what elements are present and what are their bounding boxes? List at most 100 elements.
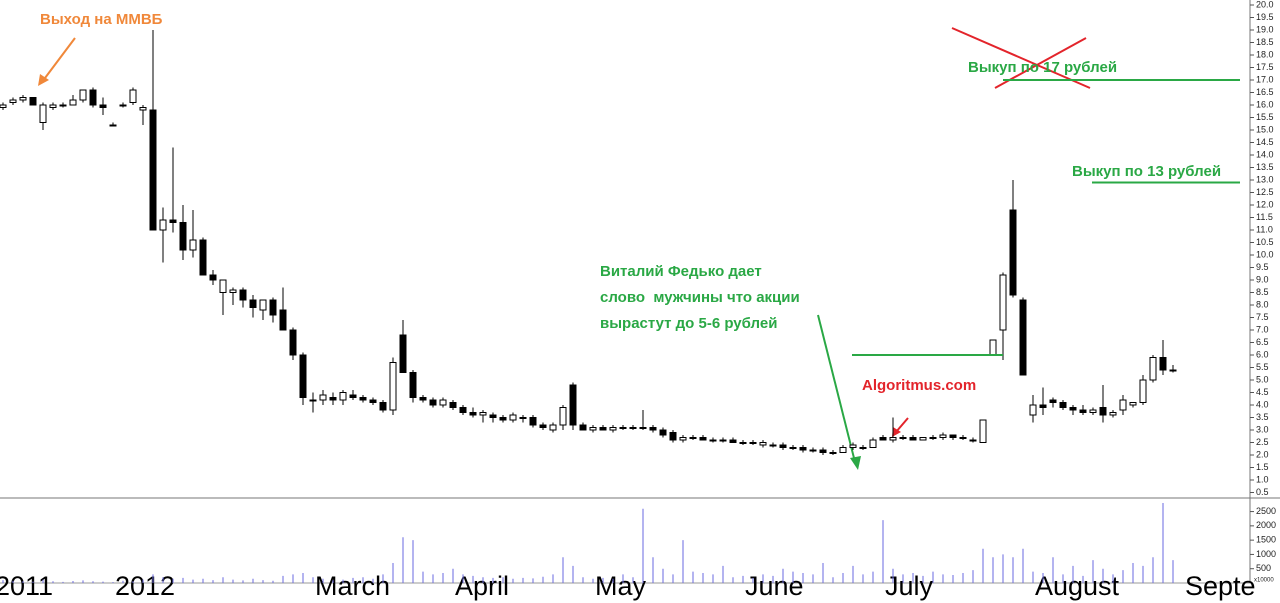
x-tick-label: May [595,571,647,601]
candle-body [1139,379,1147,403]
candle-body [89,89,97,106]
candle-body [369,399,377,403]
candle-body [809,449,817,452]
y-tick-label: 8.0 [1256,299,1269,309]
candle-body [339,392,347,401]
candle-body [679,437,687,441]
candle-body [1169,369,1177,372]
candle-body [1079,409,1087,413]
arrow-head [850,456,861,470]
candle-body [359,397,367,401]
y-tick-label: 8.5 [1256,287,1269,297]
candle-body [1019,299,1027,376]
x-tick-label: July [885,571,934,601]
candle-body [929,437,937,439]
candle-body [1119,399,1127,411]
annotation: Выкуп по 17 рублей [968,59,1117,76]
y-tick-label: 16.0 [1256,99,1274,109]
annotation: Выкуп по 13 рублей [1072,163,1221,180]
candle-body [569,384,577,426]
y-tick-label: 16.5 [1256,87,1274,97]
y-tick-label: 1500 [1256,535,1276,545]
candle-body [69,99,77,106]
y-tick-label: 4.0 [1256,399,1269,409]
x-tick-label: March [315,571,390,601]
y-tick-label: 12.0 [1256,199,1274,209]
y-tick-label: 19.5 [1256,12,1274,22]
candle-body [99,104,107,108]
candle-body [1159,357,1167,371]
candle-body [709,439,717,442]
y-tick-label: 18.5 [1256,37,1274,47]
candle-body [829,452,837,454]
y-tick-label: 6.5 [1256,337,1269,347]
candle-body [419,397,427,401]
candle-body [719,439,727,442]
y-tick-label: 9.0 [1256,274,1269,284]
candle-body [259,299,267,311]
candle-body [629,427,637,429]
x-tick-label: April [455,571,509,601]
candle-body [299,354,307,398]
y-tick-label: 20.0 [1256,0,1274,9]
candle-body [379,402,387,411]
x-tick-label: June [745,571,804,601]
candle-body [269,299,277,316]
candle-body [779,444,787,448]
candle-body [449,402,457,408]
candle-body [279,309,287,331]
candle-body [459,407,467,413]
candle-body [319,394,327,401]
candle-body [1089,409,1097,413]
candle-body [409,372,417,398]
candle-body [189,239,197,251]
candle-body [849,444,857,448]
candle-body [1039,404,1047,408]
candle-body [1009,209,1017,296]
candle-body [689,437,697,439]
candle-body [489,414,497,418]
candle-body [439,399,447,406]
candle-body [739,442,747,444]
y-tick-label: 11.5 [1256,212,1273,222]
candle-body [639,427,647,429]
candle-body [979,419,987,443]
candle-body [1099,407,1107,416]
candle-body [399,334,407,373]
x-tick-label: 2011 [0,571,53,601]
y-tick-label: 2500 [1256,506,1276,516]
y-tick-label: 19.0 [1256,24,1274,34]
y-tick-label: 2.0 [1256,449,1269,459]
candle-body [759,442,767,446]
candle-body [519,417,527,419]
y-tick-label: 12.5 [1256,187,1274,197]
x-tick-label: August [1035,571,1120,601]
annotation: вырастут до 5-6 рублей [600,315,777,332]
candle-body [239,289,247,301]
arrow [895,417,909,433]
candle-body [879,437,887,441]
y-tick-label: 9.5 [1256,262,1269,272]
candle-body [939,434,947,438]
arrow-head [892,427,901,437]
candle-body [49,104,57,108]
y-tick-label: 17.5 [1256,62,1274,72]
candle-body [949,434,957,438]
candle-body [539,424,547,428]
candle-body [149,109,157,231]
candle-body [859,447,867,449]
candle-body [19,97,27,101]
y-tick-label: 13.5 [1256,162,1274,172]
y-tick-label: 4.5 [1256,387,1269,397]
candle-body [479,412,487,416]
candle-body [1109,412,1117,416]
x-tick-label: 2012 [115,571,175,601]
y-tick-label: 2.5 [1256,437,1269,447]
candle-body [179,222,187,251]
candle-body [229,289,237,293]
candle-body [429,399,437,406]
y-tick-label: 10.5 [1256,237,1274,247]
y-tick-label: 17.0 [1256,74,1274,84]
candle-body [789,447,797,449]
candle-body [9,99,17,103]
